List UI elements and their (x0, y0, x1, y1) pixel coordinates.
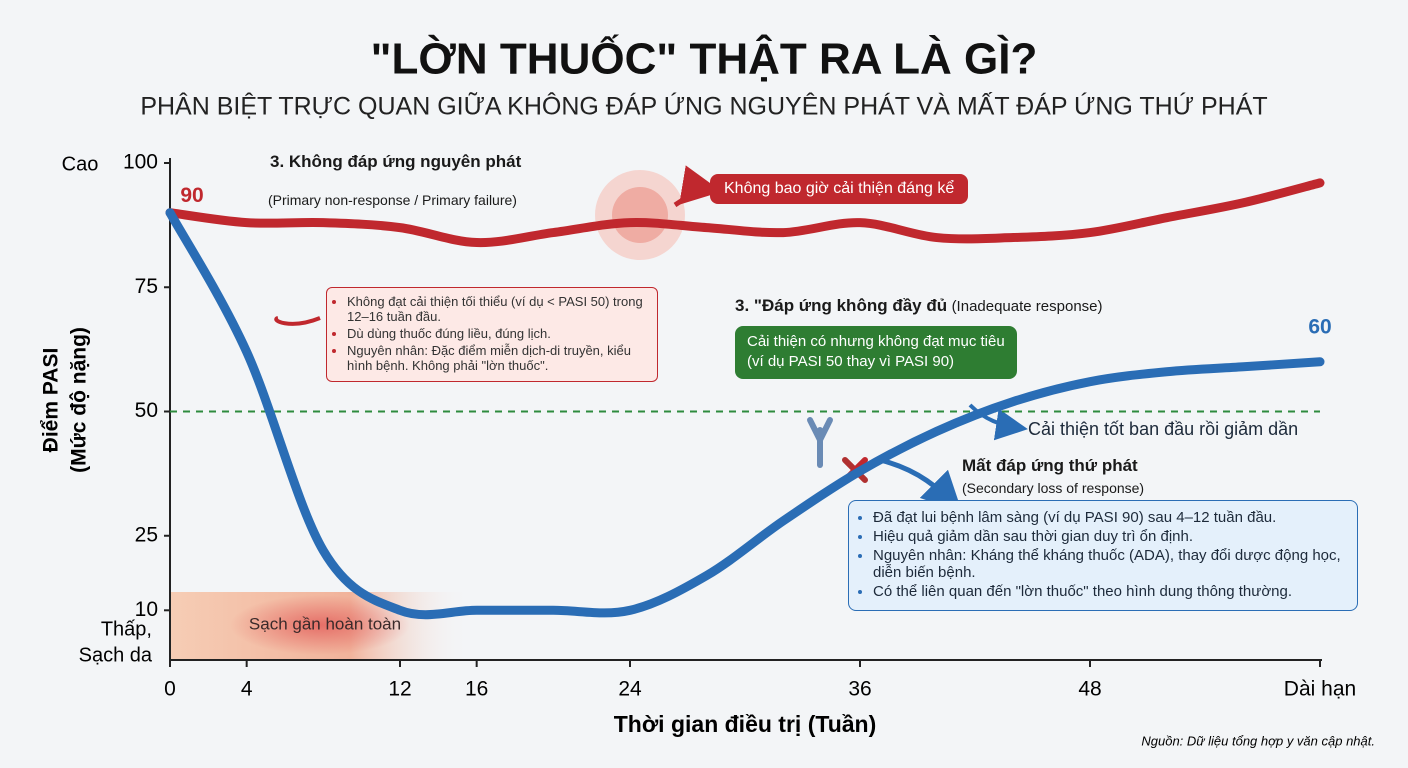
arrow (879, 457, 963, 513)
x-tick-label: Dài hạn (1284, 678, 1356, 701)
annotation-title: 3. Không đáp ứng nguyên phát (270, 152, 522, 171)
annotation-heading: 3. "Đáp ứng không đầy đủ (Inadequate res… (735, 296, 1103, 316)
virus-illustration (612, 187, 668, 243)
clear-skin-label: Sạch gần hoàn toàn (249, 614, 401, 633)
chart-subtitle: PHÂN BIỆT TRỰC QUAN GIỮA KHÔNG ĐÁP ỨNG N… (140, 92, 1267, 121)
y-tick-label: 75 (135, 275, 158, 298)
annotation-subtitle: (Inadequate response) (951, 298, 1103, 315)
annotation-tag: Không bao giờ cải thiện đáng kể (710, 174, 969, 204)
y-tick-label: 100 (123, 151, 158, 174)
y-axis-title: Điểm PASI (40, 348, 63, 453)
y-high-label: Cao (62, 153, 99, 175)
arrow (673, 165, 722, 208)
annotation-title: 3. "Đáp ứng không đầy đủ (735, 296, 948, 315)
annotation-line: (ví dụ PASI 50 thay vì PASI 90) (747, 353, 955, 371)
bullet: Nguyên nhân: Kháng thể kháng thuốc (ADA)… (873, 547, 1347, 581)
annotation-box: Đã đạt lui bệnh lâm sàng (ví dụ PASI 90)… (848, 500, 1358, 611)
bullet: Dù dùng thuốc đúng liều, đúng lịch. (347, 326, 649, 341)
series-line (165, 178, 1325, 248)
annotation-box: Không đạt cải thiện tối thiểu (ví dụ < P… (326, 287, 658, 382)
chart-title: "LỜN THUỐC" THẬT RA LÀ GÌ? (371, 33, 1038, 84)
x-axis-title: Thời gian điều trị (Tuần) (614, 711, 877, 737)
bullet: Nguyên nhân: Đặc điểm miễn dịch-di truyề… (347, 343, 649, 373)
y-tick-label: 50 (135, 399, 158, 422)
source: Nguồn: Dữ liệu tổng hợp y văn cập nhật. (1141, 733, 1375, 748)
bullet: Hiệu quả giảm dần sau thời gian duy trì … (873, 528, 1347, 545)
skin-illustration (230, 595, 410, 655)
x-tick-label: 24 (618, 678, 642, 701)
annotation: Cải thiện tốt ban đầu rồi giảm dần (1028, 419, 1298, 439)
annotation-title: Mất đáp ứng thứ phát (962, 456, 1138, 475)
annotation-line: Cải thiện có nhưng không đạt mục tiêu (747, 333, 1005, 350)
data-label: 60 (1308, 315, 1331, 338)
annotation-subtitle: (Secondary loss of response) (962, 480, 1145, 496)
y-low-label: Sạch da (79, 644, 153, 666)
y-tick-label: 10 (135, 598, 158, 621)
arrow (968, 403, 1028, 441)
annotation-box: Cải thiện có nhưng không đạt mục tiêu (v… (735, 326, 1017, 379)
x-tick-label: 16 (465, 678, 488, 701)
bullet: Không đạt cải thiện tối thiểu (ví dụ < P… (347, 294, 649, 324)
x-tick-label: 4 (241, 678, 253, 701)
data-label: 90 (180, 184, 203, 207)
y-tick-label: 25 (135, 523, 158, 546)
x-tick-label: 36 (848, 678, 871, 701)
y-axis-title: (Mức độ nặng) (68, 327, 91, 473)
x-tick-label: 0 (164, 678, 176, 701)
bullet: Đã đạt lui bệnh lâm sàng (ví dụ PASI 90)… (873, 509, 1347, 526)
arrow (274, 316, 321, 326)
annotation-subtitle: (Primary non-response / Primary failure) (268, 192, 517, 208)
y-low-label: Thấp, (101, 618, 152, 640)
x-tick-label: 12 (388, 678, 411, 701)
x-tick-label: 48 (1078, 678, 1101, 701)
series-line (165, 208, 1325, 620)
bullet: Có thể liên quan đến "lờn thuốc" theo hì… (873, 583, 1347, 600)
